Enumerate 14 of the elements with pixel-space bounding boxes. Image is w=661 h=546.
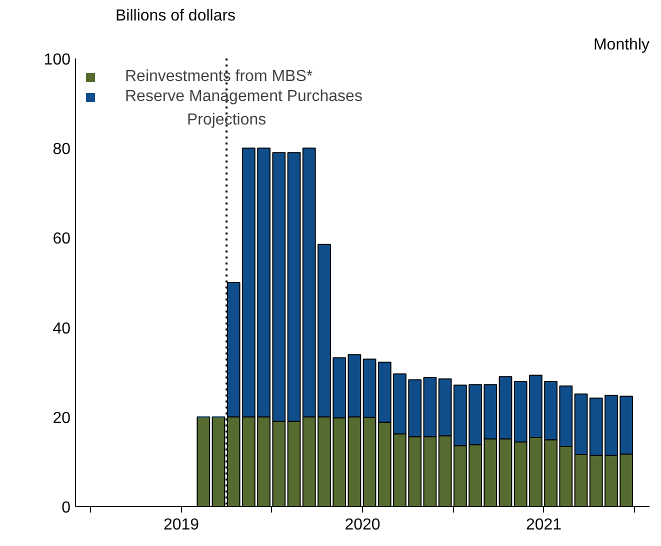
x-tick-label: 2020 [344, 516, 380, 534]
y-tick-label: 100 [44, 52, 71, 68]
y-tick-label: 80 [52, 141, 71, 158]
y-tick-label: 40 [52, 320, 71, 338]
text: Monthly [593, 36, 650, 54]
y-tick-label: 0 [62, 500, 71, 516]
x-tick-label: 2019 [163, 516, 200, 534]
legend-label: Reinvestments from MBS* [125, 68, 313, 86]
y-tick-label: 20 [52, 410, 71, 427]
ref-line-label: Projections [186, 112, 266, 128]
y-tick-label: 60 [52, 230, 71, 248]
y-axis-title: Billions of dollars [116, 8, 236, 24]
x-tick-label: 2021 [526, 516, 562, 534]
legend-label: Reserve Management Purchases [125, 88, 362, 106]
